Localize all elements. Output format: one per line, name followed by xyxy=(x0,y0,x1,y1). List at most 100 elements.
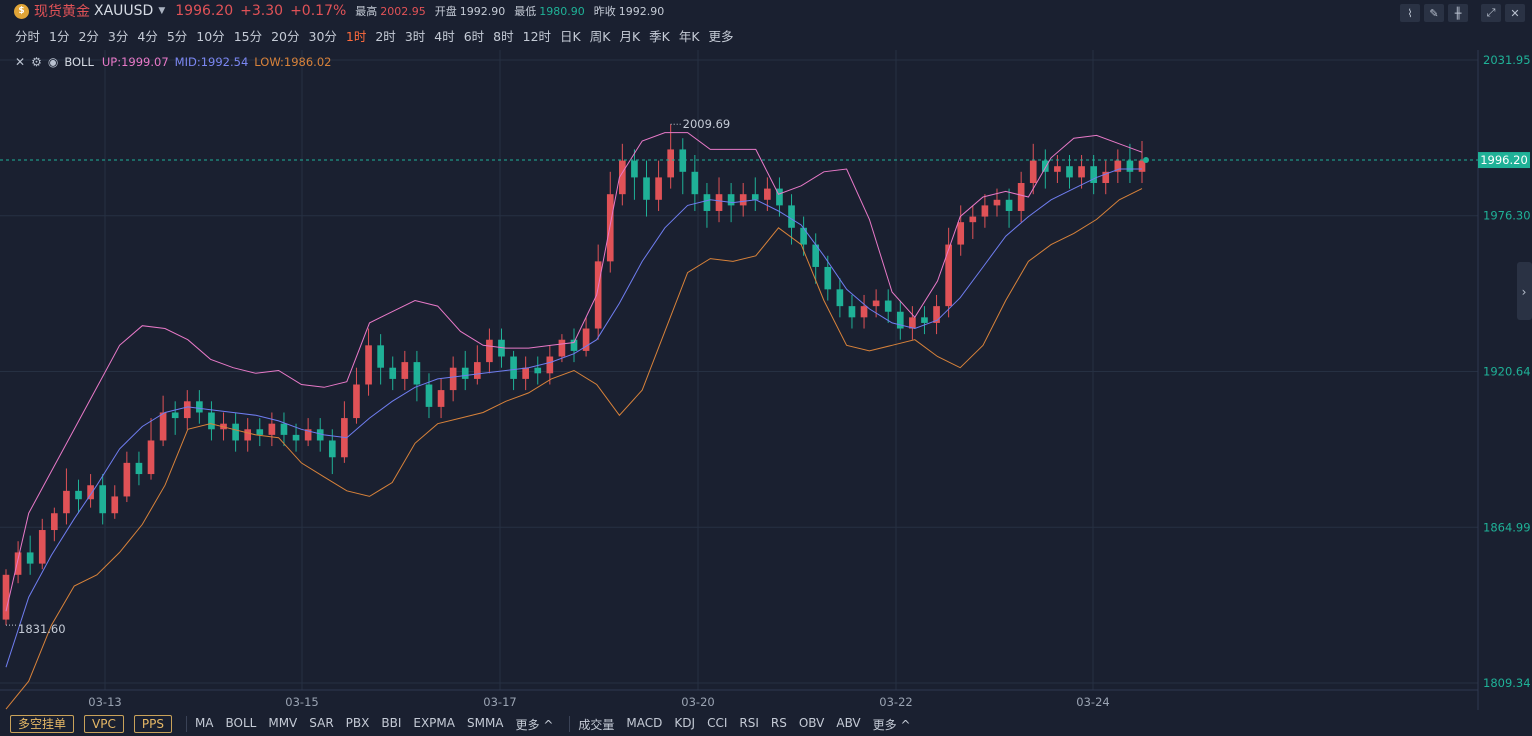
candle-body[interactable] xyxy=(449,367,457,391)
long-short-orders-button[interactable]: 多空挂单 xyxy=(10,715,75,733)
candle-body[interactable] xyxy=(1126,160,1134,172)
main-indicator-item[interactable]: EXPMA xyxy=(413,715,455,730)
candle-body[interactable] xyxy=(51,513,58,531)
candle-body[interactable] xyxy=(776,188,783,206)
line-chart-icon[interactable]: ⌇ xyxy=(1400,4,1420,22)
candle-body[interactable] xyxy=(957,222,965,245)
candle-body[interactable] xyxy=(1102,171,1110,183)
candle-body[interactable] xyxy=(75,490,82,500)
candle-body[interactable] xyxy=(425,384,433,407)
candle-body[interactable] xyxy=(111,496,119,514)
period-tab[interactable]: 季K xyxy=(649,28,670,44)
period-tab[interactable]: 3分 xyxy=(107,28,129,44)
candle-body[interactable] xyxy=(1114,160,1122,172)
period-tab[interactable]: 周K xyxy=(589,28,611,44)
candle-body[interactable] xyxy=(534,367,542,374)
period-tab[interactable]: 1时 xyxy=(345,28,367,44)
pps-button[interactable]: PPS xyxy=(133,715,172,733)
candle-body[interactable] xyxy=(280,423,288,435)
period-tab[interactable]: 12时 xyxy=(522,28,552,44)
candle-body[interactable] xyxy=(679,149,687,172)
candle-body[interactable] xyxy=(171,412,179,419)
sub-indicator-item[interactable]: 更多 ^ xyxy=(872,717,911,732)
period-tab[interactable]: 2时 xyxy=(375,28,396,44)
period-tab[interactable]: 1分 xyxy=(49,28,70,44)
candle-body[interactable] xyxy=(546,356,554,374)
candle-body[interactable] xyxy=(244,429,252,441)
candle-body[interactable] xyxy=(824,266,832,290)
candle-body[interactable] xyxy=(63,490,70,514)
candle-body[interactable] xyxy=(619,160,626,195)
symbol-name[interactable]: 现货黄金 xyxy=(34,4,90,20)
period-tab[interactable]: 更多 xyxy=(708,28,734,44)
period-tab[interactable]: 分时 xyxy=(15,28,41,44)
sub-indicator-item[interactable]: ABV xyxy=(836,715,861,730)
candle-body[interactable] xyxy=(643,177,650,200)
candle-body[interactable] xyxy=(727,194,735,206)
candle-body[interactable] xyxy=(1029,160,1037,183)
candle-body[interactable] xyxy=(631,160,638,178)
candle-body[interactable] xyxy=(38,530,46,564)
candle-body[interactable] xyxy=(87,485,94,500)
candle-body[interactable] xyxy=(945,244,952,307)
candle-body[interactable] xyxy=(1138,160,1146,172)
candle-body[interactable] xyxy=(909,317,916,329)
candle-body[interactable] xyxy=(1090,166,1097,183)
sub-indicator-item[interactable]: RSI xyxy=(739,715,759,730)
main-indicator-item[interactable]: SMMA xyxy=(466,715,504,730)
close-icon[interactable]: ✕ xyxy=(15,55,26,69)
main-indicator-item[interactable]: PBX xyxy=(345,715,370,730)
candle-body[interactable] xyxy=(703,194,711,211)
candle-body[interactable] xyxy=(969,216,977,223)
period-tab[interactable]: 8时 xyxy=(493,28,514,44)
candle-body[interactable] xyxy=(147,440,155,475)
candle-body[interactable] xyxy=(715,194,723,211)
candle-body[interactable] xyxy=(921,317,928,323)
candle-body[interactable] xyxy=(1005,199,1013,211)
candle-body[interactable] xyxy=(353,384,360,419)
candle-body[interactable] xyxy=(473,362,481,379)
candle-body[interactable] xyxy=(232,423,239,441)
candle-body[interactable] xyxy=(836,289,844,307)
period-tab[interactable]: 15分 xyxy=(233,28,263,44)
candle-body[interactable] xyxy=(365,345,372,385)
period-tab[interactable]: 6时 xyxy=(463,28,485,44)
candle-body[interactable] xyxy=(788,205,795,228)
chevron-down-icon[interactable]: ▼ xyxy=(158,6,166,16)
candle-body[interactable] xyxy=(933,306,940,323)
candle-body[interactable] xyxy=(159,412,167,441)
candle-body[interactable] xyxy=(570,339,578,351)
candle-body[interactable] xyxy=(1078,166,1085,178)
candle-body[interactable] xyxy=(401,362,409,379)
period-tab[interactable]: 4时 xyxy=(434,28,455,44)
candle-body[interactable] xyxy=(655,177,662,200)
gear-icon[interactable]: ⚙ xyxy=(31,55,42,69)
eye-icon[interactable]: ◉ xyxy=(47,55,59,69)
candle-body[interactable] xyxy=(99,485,107,514)
candle-body[interactable] xyxy=(667,149,675,178)
candle-body[interactable] xyxy=(1041,160,1049,172)
candle-body[interactable] xyxy=(486,339,493,363)
candle-body[interactable] xyxy=(208,412,215,430)
candle-body[interactable] xyxy=(498,339,505,357)
main-indicator-item[interactable]: 更多 ^ xyxy=(515,717,554,732)
candle-body[interactable] xyxy=(292,434,300,441)
candle-body[interactable] xyxy=(764,188,771,200)
candle-body[interactable] xyxy=(606,194,614,262)
candle-body[interactable] xyxy=(135,462,143,475)
candlestick-chart[interactable]: 2031.95 1976.30 1920.64 1864.99 1809.34 03-13… xyxy=(0,50,1532,710)
candle-body[interactable] xyxy=(884,300,892,312)
candle-body[interactable] xyxy=(328,440,336,458)
side-panel-handle[interactable] xyxy=(1517,262,1532,320)
main-indicator-item[interactable]: SAR xyxy=(309,715,334,730)
candle-body[interactable] xyxy=(848,306,856,318)
period-tab[interactable]: 年K xyxy=(678,28,700,44)
candle-body[interactable] xyxy=(860,306,868,318)
candle-body[interactable] xyxy=(582,328,590,351)
main-indicator-item[interactable]: BOLL xyxy=(225,715,257,730)
candle-body[interactable] xyxy=(691,171,699,195)
candle-type-icon[interactable]: ╫ xyxy=(1448,4,1468,22)
main-indicator-item[interactable]: MA xyxy=(194,715,214,730)
candle-body[interactable] xyxy=(812,244,820,267)
sub-indicator-item[interactable]: MACD xyxy=(626,715,663,730)
